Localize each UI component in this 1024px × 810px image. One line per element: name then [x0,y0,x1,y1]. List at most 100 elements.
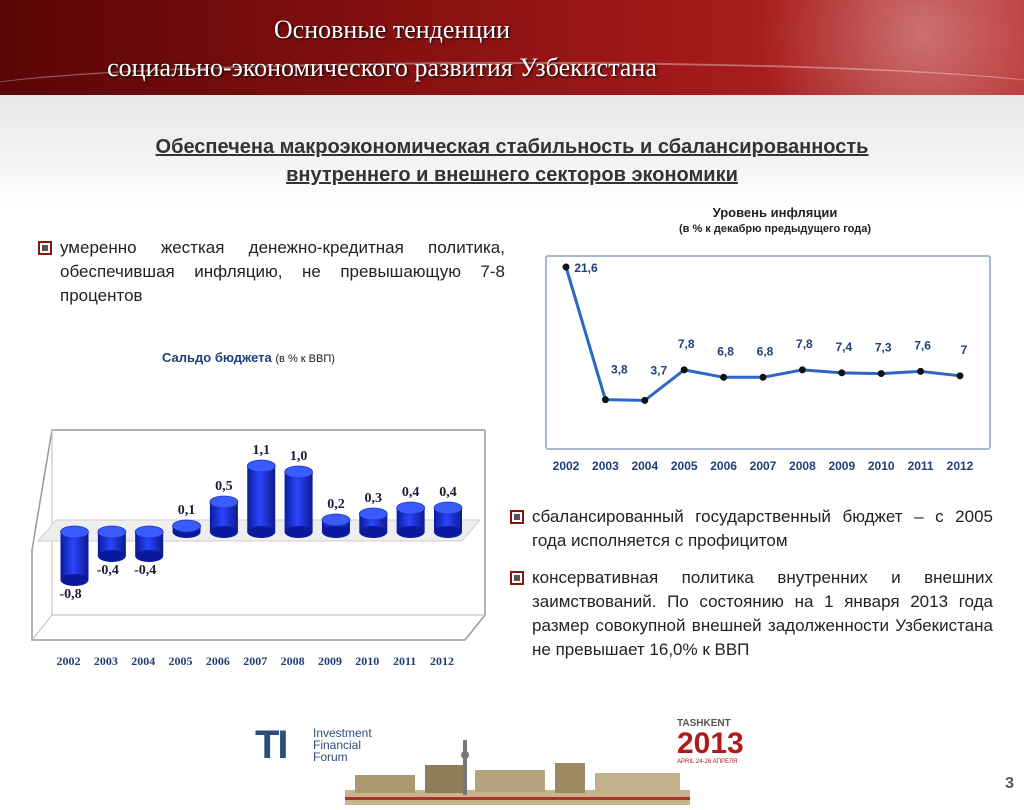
x-tick-label: 2011 [393,654,416,668]
tashkent-2013-logo: TASHKENT 2013 APRIL 24-26 АПРЕЛЯ [677,718,744,765]
data-point-2007 [759,373,767,381]
bullet-square-icon [510,510,524,524]
slide-subtitle-line1: Обеспечена макроэкономическая стабильнос… [155,136,869,158]
x-tick-label: 2002 [553,459,580,473]
x-tick-label: 2007 [750,459,777,473]
bar-base-2004 [135,550,164,562]
budget-chart-unit: (в % к ВВП) [275,353,335,365]
slide-subtitle-line2: внутреннего и внешнего секторов экономик… [286,164,738,186]
chart-frame [31,614,53,641]
page-number: 3 [1005,775,1014,792]
x-tick-label: 2004 [631,459,658,473]
bar-base-2012 [434,526,462,538]
inflation-chart-title: Уровень инфляции [712,205,838,220]
x-tick-label: 2012 [430,654,454,668]
x-tick-label: 2002 [57,654,81,668]
x-tick-label: 2005 [671,459,698,473]
bar-value-label: -0,4 [97,563,119,578]
x-tick-label: 2009 [318,654,342,668]
ti-logo-line2: Financial [313,738,362,752]
bullet-budget-text: сбалансированный государственный бюджет … [532,507,993,550]
bullet-borrowing-text: консервативная политика внутренних и вне… [532,568,993,659]
bar-value-label: 0,1 [178,503,196,518]
data-point-2011 [917,367,925,375]
inflation-chart-unit: (в % к декабрю предыдущего года) [678,223,872,235]
x-tick-label: 2003 [592,459,619,473]
point-value-label: 7,4 [835,340,852,354]
bar-cap-2010 [358,507,388,521]
bar-2002 [60,532,89,580]
data-point-2004 [641,396,649,404]
bar-base-2010 [359,526,388,538]
point-value-label: 7,3 [875,341,892,355]
bar-value-label: 0,3 [365,491,383,506]
x-tick-label: 2006 [206,654,230,668]
point-value-label: 7 [961,343,968,357]
x-tick-label: 2004 [131,654,155,668]
point-value-label: 21,6 [574,261,598,275]
point-value-label: 6,8 [717,344,734,358]
bar-value-label: -0,8 [59,587,81,602]
header-swoosh [0,62,1024,95]
bar-value-label: 0,4 [402,485,420,500]
x-tick-label: 2012 [947,459,974,473]
x-tick-label: 2010 [868,459,895,473]
ti-logo-text: Investment Financial Forum [313,727,372,763]
ti-logo-line3: Forum [313,750,348,764]
bar-base-2007 [247,526,276,538]
bar-base-2003 [97,550,126,562]
point-value-label: 7,8 [678,337,695,351]
slide-subtitle: Обеспечена макроэкономическая стабильнос… [40,133,984,189]
x-tick-label: 2010 [355,654,379,668]
point-value-label: 7,8 [796,337,813,351]
budget-chart-caption: Сальдо бюджета (в % к ВВП) [162,350,335,365]
bullet-square-icon [38,241,52,255]
bar-base-2002 [60,574,89,586]
bar-value-label: -0,4 [134,563,156,578]
chart-frame [31,430,486,641]
bullet-monetary-policy: умеренно жесткая денежно-кредитная полит… [38,236,505,308]
bar-base-2006 [209,526,238,538]
bullet-budget: сбалансированный государственный бюджет … [510,505,993,553]
subtitle-band [0,95,1024,205]
bar-value-label: 1,1 [253,443,271,458]
bullet-square-icon [510,571,524,585]
x-tick-label: 2007 [243,654,267,668]
point-value-label: 6,8 [757,344,774,358]
tashkent-dates: APRIL 24-26 АПРЕЛЯ [677,759,738,765]
data-point-2009 [838,369,846,377]
bar-value-label: 0,2 [327,497,345,512]
x-tick-label: 2009 [828,459,855,473]
bar-cap-2005 [172,519,201,533]
header-banner: Основные тенденции социально-экономическ… [0,0,1024,95]
bar-cap-2004 [134,525,164,539]
bar-cap-2008 [284,465,314,479]
bar-cap-2002 [60,525,89,539]
budget-balance-chart: -0,8 2002 -0,4 2003 -0,4 2004 0,1 2005 0,5 2006 1,… [31,429,486,668]
bar-2008 [284,472,313,532]
bar-2007 [247,466,276,532]
data-point-2006 [720,373,728,381]
ti-logo-line1: Investment [313,726,372,740]
tashkent-label: TASHKENT [677,718,731,729]
bar-cap-2012 [433,501,463,515]
bar-cap-2003 [97,525,127,539]
data-point-2010 [877,370,885,378]
tashkent-year: 2013 [677,727,744,760]
x-tick-label: 2008 [281,654,305,668]
point-value-label: 3,7 [650,363,667,377]
x-tick-label: 2003 [94,654,118,668]
data-point-2008 [798,366,806,374]
bar-base-2008 [284,526,313,538]
bullet-monetary-policy-text: умеренно жесткая денежно-кредитная полит… [60,238,505,305]
data-point-2005 [680,366,688,374]
data-point-2002 [562,263,570,271]
bar-value-label: 0,4 [439,485,457,500]
bar-value-label: 0,5 [215,479,233,494]
data-point-2003 [601,396,609,404]
bar-cap-2006 [209,495,239,509]
data-point-2012 [956,372,964,380]
point-value-label: 3,8 [611,363,628,377]
bar-cap-2009 [321,513,351,527]
bar-value-label: 1,0 [290,449,308,464]
